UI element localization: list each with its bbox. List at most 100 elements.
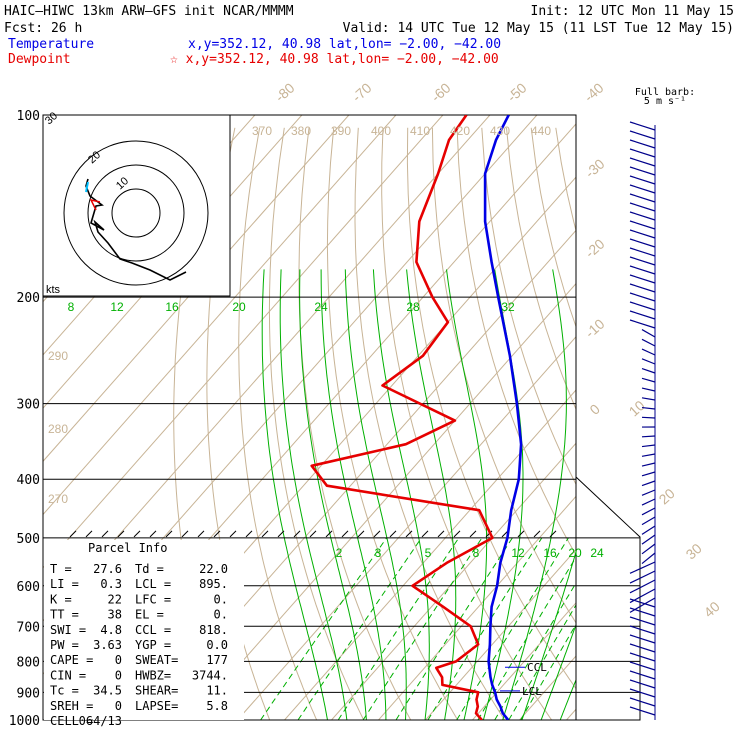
pressure-tick-label: 200	[17, 291, 40, 306]
wind-barb	[629, 157, 656, 167]
dry-adiabat-line	[406, 127, 576, 690]
isotherm-line	[284, 389, 576, 720]
level-hatch-mark	[101, 530, 109, 538]
wind-barb	[641, 358, 656, 365]
parcel-info-cell: 177	[206, 653, 228, 667]
isotherm-line	[378, 495, 576, 720]
parcel-info-cell: 34.5	[93, 684, 122, 698]
parcel-info-cell: 0	[115, 653, 122, 667]
level-hatch-mark	[533, 530, 541, 538]
pressure-tick-label: 900	[17, 686, 40, 701]
wind-barb	[641, 516, 656, 526]
parcel-info-cell: 0	[115, 699, 122, 713]
parcel-info-cell: 0	[115, 668, 122, 682]
isotherm-line	[472, 602, 576, 720]
mixing-ratio-line	[260, 537, 388, 720]
pressure-tick-label: 1000	[9, 714, 40, 729]
hodograph-box	[42, 114, 231, 297]
wind-barb	[629, 706, 656, 716]
parcel-info-cell: CAPE =	[50, 653, 93, 667]
level-hatch-mark	[549, 530, 557, 538]
parcel-info-cell: HWBZ=	[135, 668, 171, 682]
pressure-tick-label: 600	[17, 580, 40, 595]
wind-barb	[641, 368, 656, 374]
dry-adiabat-line	[655, 128, 740, 733]
level-hatch-mark	[229, 530, 237, 538]
lcl-label: LCL	[522, 685, 542, 698]
isotherm-label: 0	[586, 401, 603, 418]
dry-adiabat-line	[555, 127, 576, 233]
level-hatch-mark	[133, 530, 141, 538]
parcel-info-cell: SWI =	[50, 623, 86, 637]
moist-adiabat-line	[502, 269, 567, 720]
wind-barb	[629, 121, 656, 131]
isotherm-line	[43, 115, 350, 463]
mixing-ratio-label: 24	[590, 546, 604, 560]
dry-adiabat-line	[605, 128, 740, 733]
mixing-ratio-line	[456, 537, 569, 720]
theta-label: 430	[490, 124, 510, 138]
moist-adiabat-line	[446, 269, 488, 720]
theta-label: 290	[48, 349, 68, 363]
theta-label: 400	[371, 124, 391, 138]
level-hatch-mark	[197, 530, 205, 538]
parcel-info-cell: K =	[50, 592, 72, 606]
moist-adiabat-label: 16	[165, 300, 179, 314]
isotherm-label: -10	[582, 315, 608, 341]
level-hatch-mark	[405, 530, 413, 538]
pressure-tick-label: 400	[17, 473, 40, 488]
dry-adiabat-line	[581, 128, 740, 733]
level-hatch-mark	[437, 530, 445, 538]
wind-barb	[629, 202, 656, 212]
hodo-ring-30	[63, 140, 209, 286]
wind-barb	[629, 570, 656, 584]
level-hatch-mark	[453, 530, 461, 538]
parcel-info-cell: 0.0	[206, 638, 228, 652]
isotherm-line	[190, 282, 576, 720]
wind-barb	[629, 211, 656, 221]
wind-barb	[629, 634, 656, 644]
moist-adiabat-label: 20	[232, 300, 246, 314]
moist-adiabat-label: 8	[68, 300, 75, 314]
isotherm-label: -40	[581, 79, 607, 105]
parcel-info-cell: 818.	[199, 623, 228, 637]
dry-adiabat-line	[456, 127, 576, 556]
moist-adiabat-label: 12	[110, 300, 124, 314]
wind-barb	[629, 561, 656, 574]
isotherm-label: -20	[582, 235, 608, 261]
wind-barb	[629, 670, 656, 680]
moist-adiabat-label: 24	[314, 300, 328, 314]
mixing-ratio-line	[477, 556, 576, 720]
parcel-info-cell: CIN =	[50, 668, 86, 682]
level-hatch-mark	[357, 530, 365, 538]
dry-adiabat-line	[704, 128, 740, 733]
parcel-info-cell: 0.	[214, 608, 228, 622]
level-hatch-mark	[421, 530, 429, 538]
moist-adiabat-line	[540, 623, 576, 720]
wind-barb	[641, 377, 656, 383]
parcel-info-cell: YGP =	[135, 638, 171, 652]
ccl-label: CCL	[527, 661, 547, 674]
wind-barb	[641, 552, 656, 565]
isotherm-label: 20	[656, 485, 678, 507]
parcel-info-cell: 0.3	[100, 577, 122, 591]
wind-barb	[629, 616, 656, 626]
parcel-info-cell: 5.8	[206, 699, 228, 713]
mixing-ratio-label: 8	[473, 546, 480, 560]
dry-adiabat-line	[268, 127, 365, 720]
wind-barb	[629, 652, 656, 662]
wind-barb	[629, 607, 656, 617]
parcel-info-cell: LCL =	[135, 577, 171, 591]
wind-barb	[629, 220, 656, 230]
init-time: Init: 12 UTC Mon 11 May 15	[531, 4, 735, 19]
parcel-info-cell: 3744.	[192, 668, 228, 682]
moist-adiabat-line	[279, 269, 348, 720]
parcel-info-cell: 27.6	[93, 562, 122, 576]
hodo-ring-20	[87, 164, 185, 262]
dry-adiabat-line	[481, 127, 576, 486]
wind-barb	[629, 310, 656, 320]
level-hatch-mark	[181, 530, 189, 538]
parcel-info-panel	[44, 540, 244, 720]
wind-barb	[629, 625, 656, 635]
